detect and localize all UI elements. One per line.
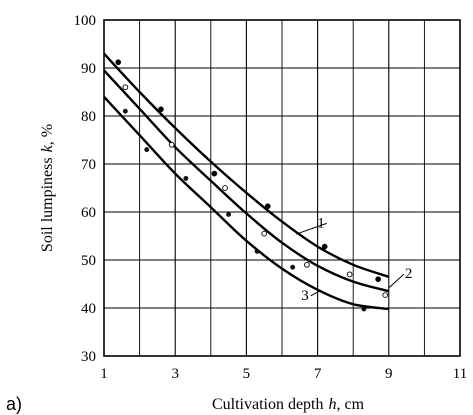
y-axis-label-prefix: Soil lumpiness xyxy=(39,157,56,252)
x-tick-label: 1 xyxy=(100,366,108,382)
y-tick-label: 60 xyxy=(81,205,96,221)
data-point-series-1 xyxy=(115,59,122,66)
curve-label-leader-1 xyxy=(296,222,327,235)
curve-label-leader-2 xyxy=(388,273,405,289)
data-point-series-3 xyxy=(183,175,189,181)
curve-2 xyxy=(103,69,390,293)
x-axis-label-prefix: Cultivation depth xyxy=(212,396,324,413)
panel-label: a) xyxy=(6,394,22,414)
x-tick-label: 5 xyxy=(243,366,251,382)
y-tick-label: 90 xyxy=(81,61,96,77)
data-point-series-2 xyxy=(382,292,389,298)
data-point-series-2 xyxy=(222,185,228,191)
x-axis-variable: h xyxy=(329,396,337,413)
y-tick-label: 50 xyxy=(81,253,96,269)
curve-label-2: 2 xyxy=(405,266,413,282)
data-point-series-2 xyxy=(168,141,175,148)
y-tick-label: 70 xyxy=(81,157,96,173)
data-point-series-2 xyxy=(122,84,129,91)
x-tick-label: 9 xyxy=(385,366,393,382)
data-point-series-3 xyxy=(361,306,367,312)
data-point-series-1 xyxy=(211,170,218,177)
curve-1 xyxy=(103,52,390,278)
y-tick-label: 100 xyxy=(74,13,97,29)
data-point-series-2 xyxy=(346,271,353,278)
data-point-series-3 xyxy=(122,108,128,114)
y-axis-variable: k xyxy=(39,144,56,152)
data-point-series-1 xyxy=(264,203,271,210)
x-tick-label: 7 xyxy=(314,366,322,382)
x-axis-label: Cultivation depth h, cm xyxy=(212,396,365,413)
data-point-series-2 xyxy=(261,230,268,237)
curve-label-1: 1 xyxy=(317,215,325,231)
data-point-series-3 xyxy=(144,147,150,153)
x-axis-unit: , cm xyxy=(337,396,365,413)
data-point-series-3 xyxy=(226,211,232,217)
grid xyxy=(104,20,460,356)
tick-labels: 1 3 5 7 9 11 30 40 50 60 70 80 90 100 xyxy=(74,13,468,382)
data-point-series-2 xyxy=(304,261,310,268)
curve-3 xyxy=(103,95,389,311)
curve-label-leader-3 xyxy=(310,289,322,297)
y-tick-label: 40 xyxy=(81,301,96,317)
curve-callouts: 1 2 3 xyxy=(296,215,413,304)
data-point-series-3 xyxy=(254,248,260,254)
x-tick-label: 11 xyxy=(453,366,467,382)
plot-frame xyxy=(103,19,461,357)
data-point-series-3 xyxy=(290,264,296,270)
fitted-curves xyxy=(103,52,390,311)
x-tick-label: 3 xyxy=(171,366,179,382)
data-point-series-1 xyxy=(321,243,328,250)
y-axis-label: Soil lumpiness k, % xyxy=(39,124,56,252)
y-tick-label: 80 xyxy=(81,109,96,125)
data-point-series-1 xyxy=(375,276,381,283)
curve-label-3: 3 xyxy=(301,288,309,304)
y-tick-label: 30 xyxy=(81,349,96,365)
y-axis-unit: , % xyxy=(39,124,56,145)
data-points xyxy=(115,59,389,312)
data-point-series-1 xyxy=(158,106,164,113)
